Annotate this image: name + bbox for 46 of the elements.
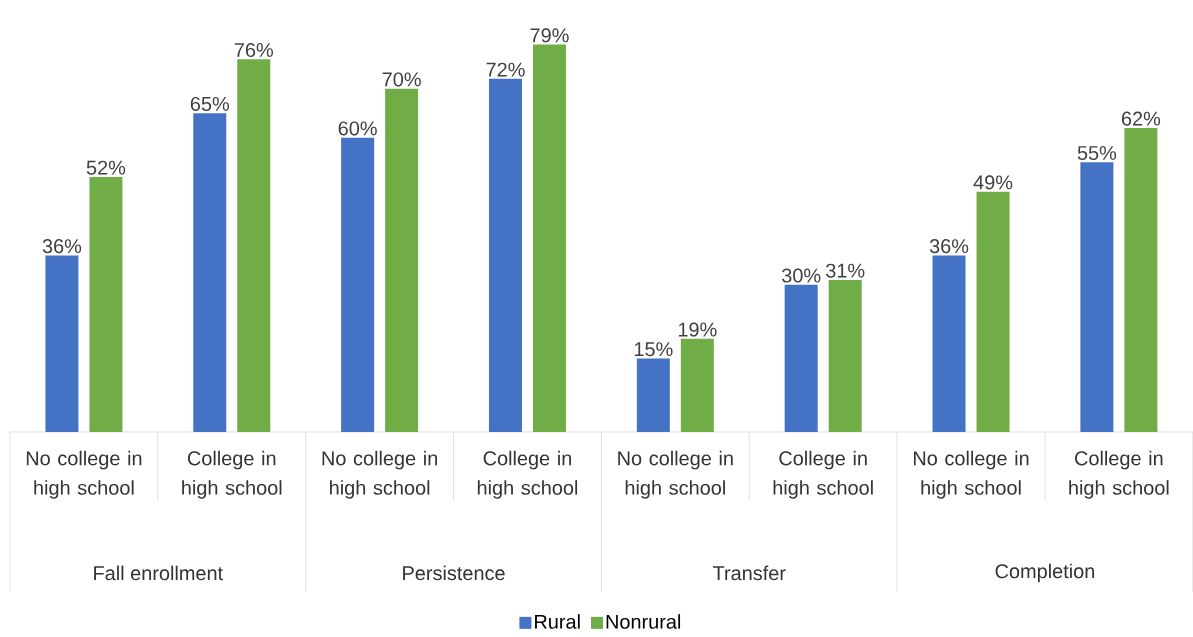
text: Fall enrollment <box>94 565 223 581</box>
data-label: 49% <box>973 175 1013 190</box>
bar <box>193 113 227 432</box>
x-tick-label: No college in high school <box>618 450 733 499</box>
bar <box>89 176 123 432</box>
data-label: 79% <box>530 28 569 43</box>
x-tick-label: College in high school <box>477 450 578 499</box>
data-label: 31% <box>826 263 865 278</box>
bar <box>784 284 818 432</box>
data-label: 72% <box>486 62 525 77</box>
bar <box>532 44 566 432</box>
bar <box>45 255 79 432</box>
legend-label: Rural <box>535 614 580 629</box>
x-tick-label: No college in high school <box>26 450 142 499</box>
bar <box>488 78 522 432</box>
x-tick-label: College in high school <box>182 450 282 499</box>
data-label: 36% <box>42 239 82 254</box>
bar <box>341 137 375 432</box>
data-label: 55% <box>1077 146 1117 161</box>
data-label: 15% <box>634 342 673 357</box>
text: Completion <box>995 563 1095 583</box>
bar <box>680 338 714 432</box>
x-tick-label: College in high school <box>1069 450 1169 499</box>
text: Persistence <box>403 565 505 581</box>
data-label: 19% <box>678 322 717 337</box>
bar <box>1124 127 1158 432</box>
bar <box>385 88 419 432</box>
data-label: 60% <box>338 121 377 136</box>
bar <box>636 358 670 432</box>
x-tick-label: No college in high school <box>322 450 437 499</box>
x-tick-label: No college in high school <box>913 450 1029 499</box>
data-label: 70% <box>382 72 421 87</box>
bar <box>976 191 1010 432</box>
x-tick-label: College in high school <box>773 450 873 499</box>
data-label: 30% <box>782 268 821 283</box>
data-label: 52% <box>86 160 126 175</box>
bar <box>237 59 271 432</box>
data-label: 65% <box>190 96 229 112</box>
legend-label: Nonrural <box>606 614 681 629</box>
text: Transfer <box>712 565 786 581</box>
data-label: 76% <box>234 42 273 58</box>
data-label: 62% <box>1121 111 1161 126</box>
data-label: 36% <box>929 239 969 254</box>
bar <box>1080 162 1114 432</box>
bar <box>828 279 862 432</box>
bar <box>932 255 966 432</box>
